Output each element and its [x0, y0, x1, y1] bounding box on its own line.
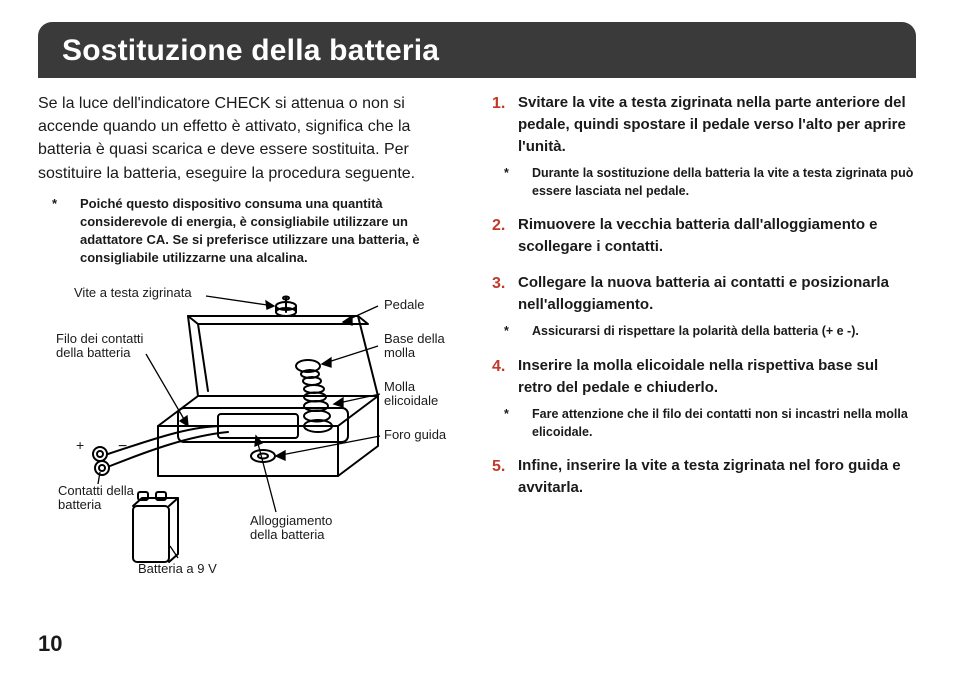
label-battery9v: Batteria a 9 V [138, 562, 217, 576]
left-column: Se la luce dell'indicatore CHECK si atte… [38, 92, 462, 576]
battery-diagram: Vite a testa zigrinata Pedale Base della… [38, 276, 458, 576]
step-3: Collegare la nuova batteria ai contatti … [492, 272, 916, 316]
step-list: Infine, inserire la vite a testa zigrina… [492, 455, 916, 499]
section-header: Sostituzione della batteria [38, 22, 916, 78]
step-list: Svitare la vite a testa zigrinata nella … [492, 92, 916, 157]
step-2: Rimuovere la vecchia batteria dall'allog… [492, 214, 916, 258]
step-4-note: Fare attenzione che il filo dei contatti… [492, 406, 916, 441]
step-4: Inserire la molla elicoidale nella rispe… [492, 355, 916, 399]
section-title: Sostituzione della batteria [62, 34, 892, 68]
page-number: 10 [38, 631, 62, 657]
diagram-svg [38, 276, 458, 576]
main-note: Poiché questo dispositivo consuma una qu… [38, 195, 462, 268]
label-minus: − [118, 438, 127, 456]
step-5: Infine, inserire la vite a testa zigrina… [492, 455, 916, 499]
label-housing: Alloggiamento della batteria [250, 514, 360, 543]
label-plus: + [76, 438, 84, 453]
step-list: Inserire la molla elicoidale nella rispe… [492, 355, 916, 399]
step-1-note: Durante la sostituzione della batteria l… [492, 165, 916, 200]
right-column: Svitare la vite a testa zigrinata nella … [492, 92, 916, 576]
label-batterysnap: Filo dei contatti della batteria [56, 332, 156, 361]
step-3-note: Assicurarsi di rispettare la polarità de… [492, 323, 916, 341]
two-column-layout: Se la luce dell'indicatore CHECK si atte… [38, 92, 916, 576]
step-1: Svitare la vite a testa zigrinata nella … [492, 92, 916, 157]
label-coilspring: Molla elicoidale [384, 380, 454, 409]
label-guidehole: Foro guida [384, 428, 446, 442]
label-pedal: Pedale [384, 298, 424, 312]
label-contacts: Contatti della batteria [58, 484, 148, 513]
label-springbase: Base della molla [384, 332, 454, 361]
manual-page: Sostituzione della batteria Se la luce d… [0, 0, 954, 679]
step-list: Rimuovere la vecchia batteria dall'allog… [492, 214, 916, 315]
label-thumbscrew: Vite a testa zigrinata [74, 286, 192, 300]
intro-paragraph: Se la luce dell'indicatore CHECK si atte… [38, 92, 462, 185]
